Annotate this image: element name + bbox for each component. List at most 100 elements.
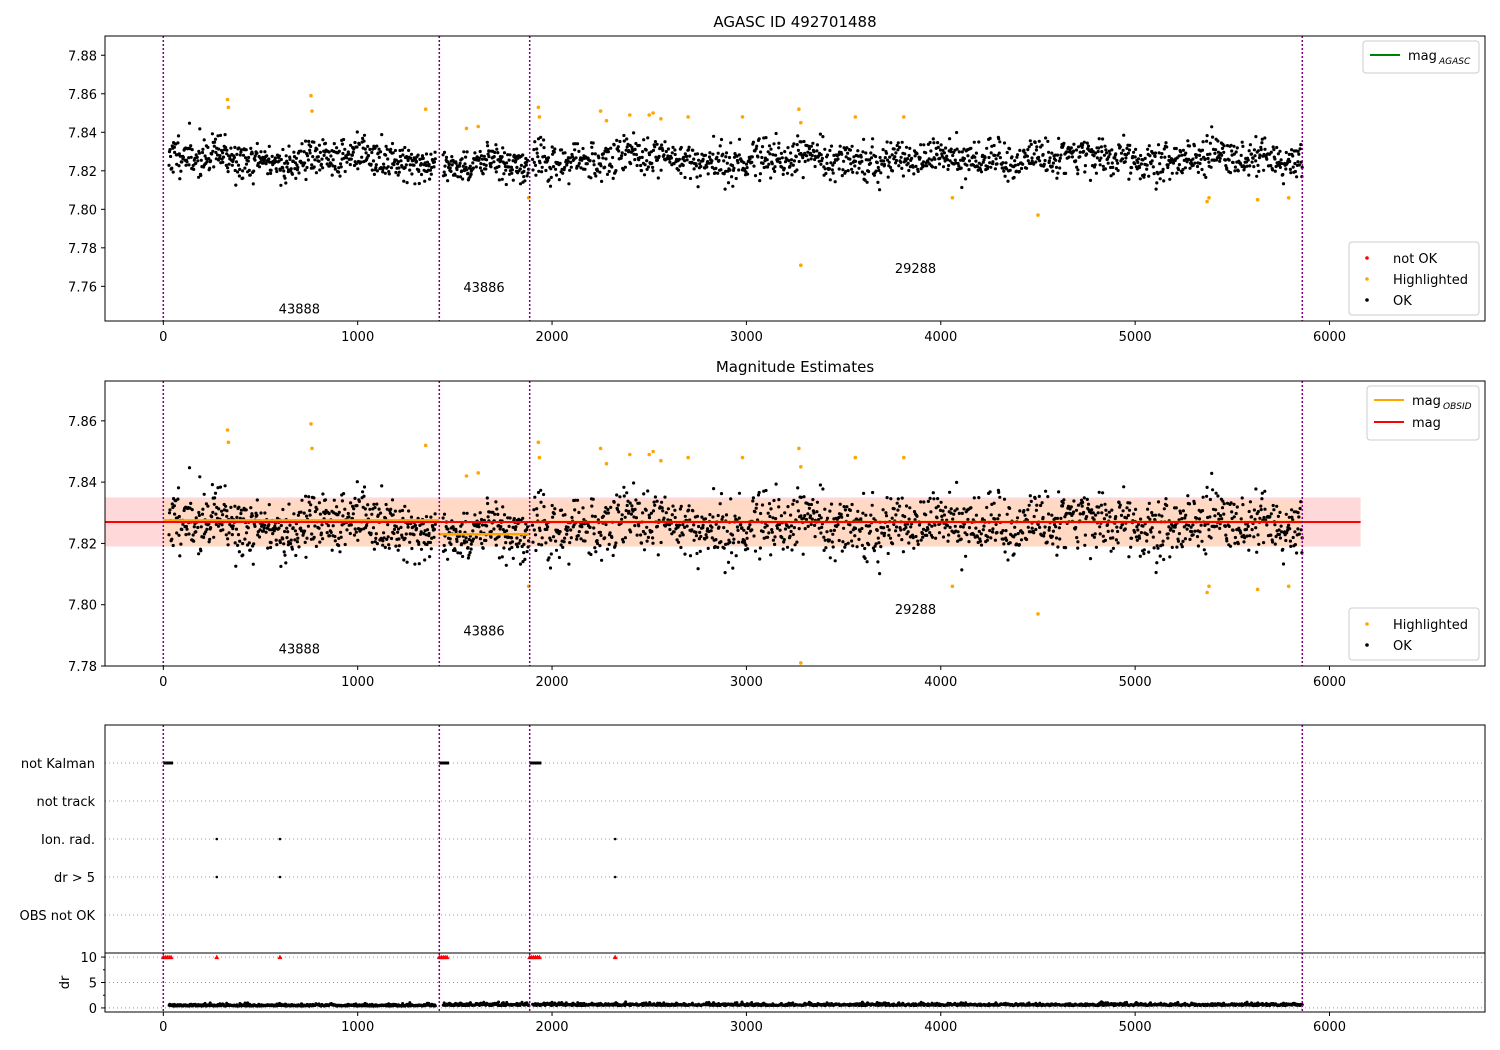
ok-point bbox=[502, 546, 506, 550]
ok-point bbox=[988, 161, 992, 165]
ok-point bbox=[655, 524, 660, 529]
ok-point bbox=[479, 162, 483, 166]
ok-point bbox=[192, 167, 196, 171]
ok-point bbox=[1139, 531, 1143, 535]
ok-point bbox=[274, 167, 278, 171]
ok-point bbox=[794, 155, 798, 159]
ok-point bbox=[542, 146, 546, 150]
ok-point bbox=[913, 154, 917, 158]
ok-point bbox=[1029, 161, 1033, 166]
ok-point bbox=[1030, 526, 1034, 530]
ok-point bbox=[526, 158, 530, 162]
ok-point bbox=[601, 156, 605, 160]
ok-point bbox=[1257, 156, 1262, 160]
ok-point bbox=[839, 512, 843, 516]
ok-point bbox=[679, 171, 683, 175]
ok-point bbox=[605, 172, 610, 176]
ok-point bbox=[1055, 516, 1060, 521]
ok-point bbox=[355, 130, 359, 134]
ok-point bbox=[239, 511, 243, 516]
flag-row-label: dr > 5 bbox=[54, 871, 95, 886]
ok-point bbox=[236, 170, 240, 174]
ok-point bbox=[751, 140, 756, 144]
ok-point bbox=[1209, 165, 1213, 169]
ok-point bbox=[601, 152, 606, 156]
ok-point bbox=[957, 511, 961, 515]
ok-point bbox=[690, 160, 694, 164]
legend-marker-swatch bbox=[1365, 643, 1369, 647]
ok-point bbox=[1105, 513, 1109, 517]
ok-point bbox=[294, 156, 298, 160]
ok-point bbox=[988, 529, 992, 533]
ok-point bbox=[1179, 511, 1183, 515]
ok-point bbox=[925, 533, 929, 538]
ok-point bbox=[642, 173, 647, 177]
ok-point bbox=[485, 524, 489, 528]
ok-point bbox=[960, 511, 964, 515]
ok-point bbox=[1109, 174, 1113, 178]
ok-point bbox=[467, 537, 471, 542]
ok-point bbox=[1284, 512, 1288, 516]
ok-point bbox=[754, 147, 758, 151]
ok-point bbox=[859, 517, 863, 521]
ok-point bbox=[353, 140, 357, 145]
ok-point bbox=[841, 540, 845, 544]
ok-point bbox=[266, 546, 270, 550]
ok-point bbox=[1298, 147, 1302, 151]
ok-point bbox=[792, 142, 796, 146]
ok-point bbox=[296, 536, 300, 540]
ok-point bbox=[886, 158, 890, 162]
ok-point bbox=[424, 515, 429, 519]
ok-point bbox=[650, 161, 654, 165]
ok-point bbox=[850, 502, 854, 507]
ok-point bbox=[1263, 147, 1267, 151]
ok-point bbox=[1218, 526, 1222, 531]
ok-point bbox=[1146, 147, 1150, 151]
ok-point bbox=[1083, 533, 1087, 537]
ok-point bbox=[522, 551, 526, 555]
ok-point bbox=[850, 167, 854, 171]
ok-point bbox=[928, 140, 932, 145]
ok-point bbox=[392, 527, 397, 532]
ok-point bbox=[851, 544, 855, 548]
ok-point bbox=[868, 529, 873, 534]
legend-box bbox=[1348, 241, 1480, 316]
ok-point bbox=[642, 138, 646, 142]
ok-point bbox=[456, 175, 460, 179]
ok-point bbox=[170, 502, 174, 506]
ok-point bbox=[244, 156, 248, 160]
ok-point bbox=[996, 517, 1000, 521]
ok-point bbox=[647, 153, 652, 157]
ok-point bbox=[209, 526, 213, 530]
ok-point bbox=[1038, 159, 1042, 163]
ok-point bbox=[532, 148, 536, 152]
ok-point bbox=[494, 500, 498, 504]
ok-point bbox=[539, 488, 543, 492]
ok-point bbox=[532, 528, 536, 532]
ok-point bbox=[764, 488, 768, 493]
ok-point bbox=[1058, 156, 1062, 160]
ok-point bbox=[1254, 526, 1258, 530]
ok-point bbox=[759, 511, 763, 516]
highlighted-point bbox=[628, 113, 632, 117]
ok-point bbox=[212, 535, 216, 539]
ok-point bbox=[1110, 161, 1114, 165]
ok-point bbox=[773, 542, 777, 547]
ok-point bbox=[673, 515, 677, 520]
ok-point bbox=[317, 143, 321, 147]
ok-point bbox=[1167, 525, 1171, 529]
ok-point bbox=[831, 171, 835, 175]
ok-point bbox=[819, 153, 823, 157]
ok-point bbox=[599, 164, 603, 168]
ok-point bbox=[531, 168, 535, 172]
ok-point bbox=[669, 156, 674, 160]
ok-point bbox=[1290, 515, 1294, 519]
ok-point bbox=[706, 172, 710, 176]
ok-point bbox=[327, 511, 331, 516]
ok-point bbox=[1255, 174, 1259, 178]
ok-point bbox=[813, 164, 817, 169]
ok-point bbox=[1185, 527, 1189, 531]
ok-point bbox=[734, 176, 738, 181]
ok-point bbox=[1006, 179, 1010, 183]
